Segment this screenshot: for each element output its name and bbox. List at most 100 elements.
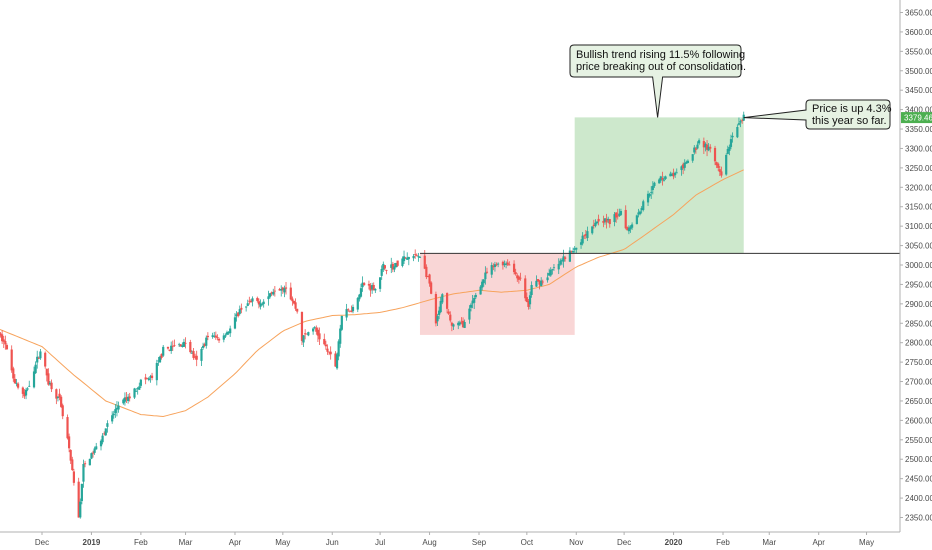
candle (447, 309, 450, 315)
candle (260, 302, 264, 307)
candle-body (674, 172, 677, 176)
price-tick-label: 2900.00 (905, 300, 932, 309)
candle (581, 232, 584, 246)
time-tick-label: May (275, 538, 290, 547)
candle (546, 272, 549, 283)
candle-body (517, 276, 520, 280)
price-tick-label: 2350.00 (905, 514, 932, 523)
candle-body (536, 279, 540, 282)
candle-body (460, 321, 463, 323)
candle (457, 321, 460, 330)
candle-body (629, 226, 632, 230)
candle (693, 145, 696, 155)
candle-body (637, 212, 640, 215)
candle (704, 142, 707, 152)
candle-body (436, 316, 439, 322)
candle (559, 258, 562, 266)
candle (530, 281, 533, 298)
candle-body (473, 298, 476, 303)
candle (272, 288, 275, 296)
price-axis[interactable]: 2350.00 2400.00 2450.00 2500.00 2550.00 2600.… (899, 0, 932, 532)
candle (359, 283, 363, 298)
candle (595, 220, 599, 225)
candle (624, 205, 627, 230)
candle-body (434, 294, 438, 324)
candle-body (160, 353, 163, 358)
candle-body (237, 312, 240, 317)
candle-body (144, 377, 147, 380)
candle (541, 279, 544, 285)
candle (337, 339, 340, 361)
candle-body (374, 288, 377, 291)
candle (47, 368, 50, 386)
candle (514, 268, 517, 276)
candle-body (90, 453, 93, 459)
candle-body (245, 306, 248, 308)
candle (396, 260, 399, 268)
candle-body (205, 337, 208, 346)
candle-body (4, 341, 7, 345)
candle-body (326, 348, 329, 352)
candle (291, 296, 294, 306)
candle-body (136, 388, 139, 390)
candle (562, 249, 565, 268)
candle (438, 306, 441, 320)
candle (439, 296, 442, 314)
candle-body (138, 386, 141, 390)
candle-body (503, 263, 506, 266)
candle (627, 225, 631, 235)
candle (640, 206, 643, 214)
candle (696, 141, 699, 150)
candle-body (225, 332, 229, 335)
candle (380, 265, 383, 280)
candle-body (184, 342, 187, 344)
bullish-trend-callout: Bullish trend rising 11.5% followingpric… (569, 44, 746, 118)
candle-body (16, 383, 20, 388)
candle (374, 288, 377, 294)
candle-body (217, 338, 221, 341)
candle (428, 273, 431, 287)
candle-body (592, 224, 595, 227)
candle (201, 342, 205, 350)
candle (93, 446, 96, 455)
candle-body (323, 338, 326, 345)
price-tick-label: 2950.00 (905, 280, 932, 289)
candle-body (672, 172, 675, 177)
candle-body (551, 269, 554, 271)
time-axis[interactable]: Dec 2019 Feb Mar Apr May Jun Jul Aug Sep Oct Nov Dec… (0, 531, 900, 547)
candle (329, 346, 332, 360)
candle (95, 442, 98, 450)
price-tick-label: 3050.00 (905, 242, 932, 251)
candle (613, 211, 616, 227)
candle (233, 313, 237, 330)
candle (426, 275, 430, 278)
candle (203, 342, 206, 348)
candle-body (605, 218, 608, 223)
candle (60, 395, 63, 408)
candle (171, 340, 174, 351)
time-tick-label: Apr (229, 538, 242, 547)
candle-body (570, 250, 573, 252)
candle-body (469, 304, 473, 308)
candle-body (501, 261, 505, 266)
candle-body (538, 280, 541, 285)
price-tick-label: 3200.00 (905, 183, 932, 192)
candle-body (15, 383, 18, 385)
candle (248, 296, 251, 305)
candle (91, 450, 95, 458)
candle (407, 256, 410, 266)
candle (540, 277, 543, 287)
candle-body (493, 264, 497, 268)
candle-body (564, 257, 567, 259)
candle (471, 294, 474, 309)
candle (616, 208, 619, 220)
candle-body (47, 373, 50, 385)
candle (149, 374, 152, 383)
candle-body (216, 337, 219, 338)
candle-body (383, 265, 386, 269)
candle-body (691, 154, 694, 161)
candle (192, 348, 195, 360)
candle (394, 262, 398, 268)
candle (592, 219, 595, 229)
candle-body (60, 396, 63, 407)
